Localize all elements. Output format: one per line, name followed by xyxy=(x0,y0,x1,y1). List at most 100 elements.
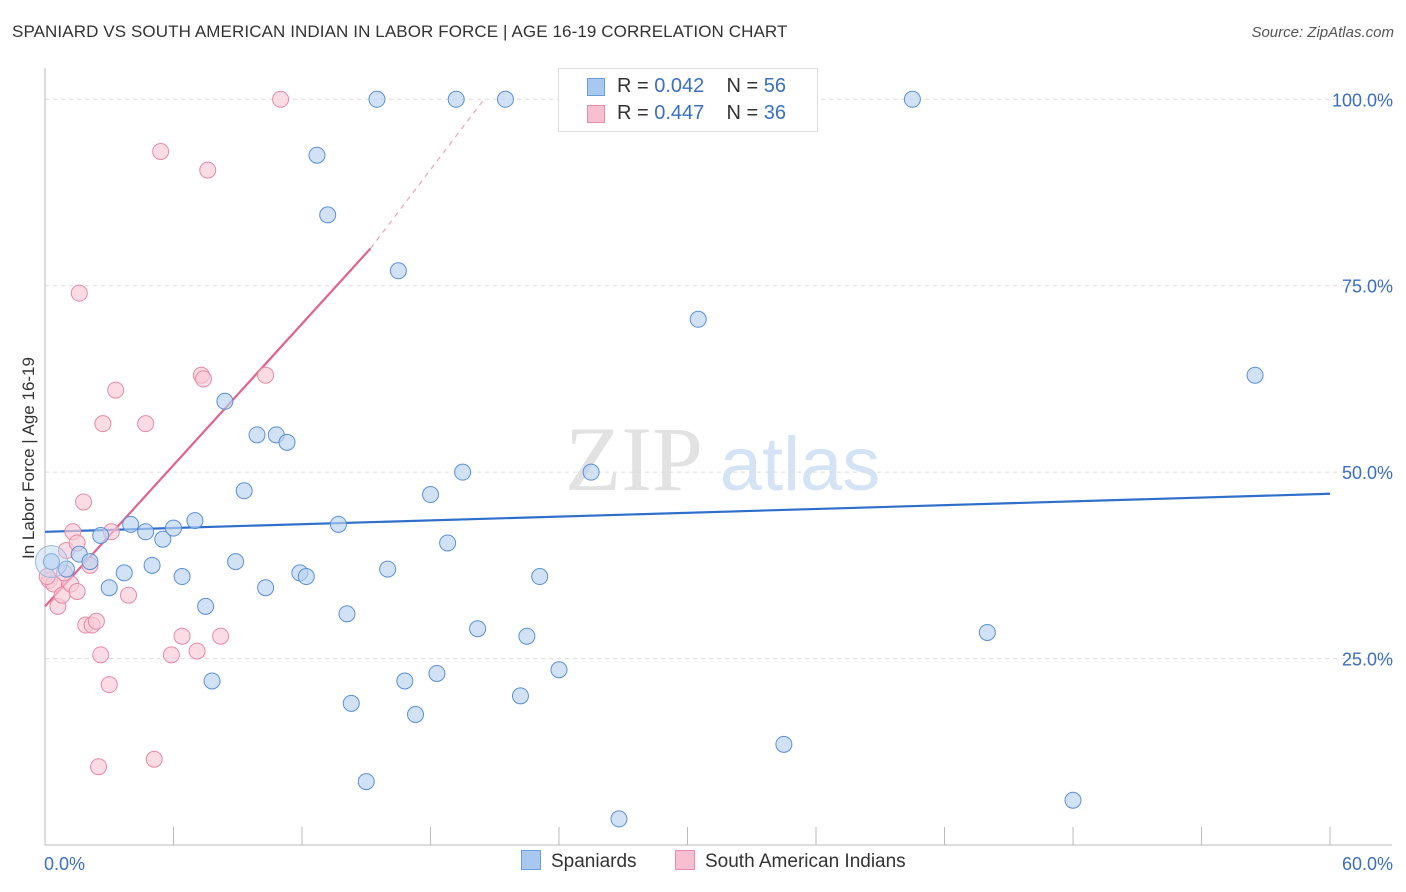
point-south-american-indians-30 xyxy=(199,161,217,179)
grid-lines xyxy=(45,98,1392,660)
point-south-american-indians-16 xyxy=(92,646,110,664)
point-spaniards-8 xyxy=(137,523,155,541)
bottom-legend-south-american-indians: South American Indians xyxy=(675,850,906,873)
bottom-legend-swatch-spaniards xyxy=(521,850,541,870)
point-spaniards-38 xyxy=(439,534,457,552)
y-tick-label-75: 75.0% xyxy=(1342,277,1393,297)
point-spaniards-14 xyxy=(197,597,215,615)
axes xyxy=(44,68,1392,846)
point-spaniards-0 xyxy=(42,553,60,571)
legend-r-label: R = xyxy=(617,75,655,97)
point-spaniards-30 xyxy=(357,773,375,791)
bottom-legend-spaniards: Spaniards xyxy=(521,850,637,873)
y-tick-label-100: 100.0% xyxy=(1332,90,1393,110)
point-south-american-indians-14 xyxy=(87,612,105,630)
point-spaniards-46 xyxy=(550,661,568,679)
point-spaniards-53 xyxy=(1064,791,1082,809)
point-spaniards-32 xyxy=(379,560,397,578)
y-tick-label-50: 50.0% xyxy=(1342,463,1393,483)
point-spaniards-52 xyxy=(978,623,996,641)
point-spaniards-4 xyxy=(92,527,110,545)
point-spaniards-36 xyxy=(422,486,439,504)
point-spaniards-7 xyxy=(122,515,140,533)
point-cluster xyxy=(34,545,68,579)
point-spaniards-16 xyxy=(216,392,234,410)
chart-source: Source: ZipAtlas.com xyxy=(1251,24,1394,41)
legend-n-value: 36 xyxy=(763,102,787,124)
y-tick-label-25: 25.0% xyxy=(1342,650,1393,670)
correlation-legend: R = 0.042 N = 56 R = 0.447 N = 36 xyxy=(558,68,818,132)
point-south-american-indians-18 xyxy=(100,676,118,694)
point-spaniards-43 xyxy=(511,687,529,705)
legend-r-value: 0.042 xyxy=(654,75,705,97)
point-south-american-indians-33 xyxy=(272,90,290,108)
legend-n-label: N = xyxy=(726,102,764,124)
point-spaniards-49 xyxy=(689,310,707,328)
point-spaniards-45 xyxy=(531,568,549,586)
point-south-american-indians-27 xyxy=(188,642,206,660)
point-spaniards-20 xyxy=(257,579,275,597)
point-spaniards-34 xyxy=(396,672,414,690)
point-south-american-indians-20 xyxy=(107,381,125,399)
legend-r-label: R = xyxy=(617,102,655,124)
point-spaniards-13 xyxy=(186,512,204,530)
point-spaniards-39 xyxy=(447,90,465,108)
point-spaniards-26 xyxy=(319,206,337,224)
watermark-atlas: atlas xyxy=(720,422,881,507)
x-tick-label-60: 60.0% xyxy=(1342,854,1393,874)
bottom-legend-swatch-south-american-indians xyxy=(675,850,695,870)
point-spaniards-54 xyxy=(1246,366,1264,384)
point-spaniards-10 xyxy=(154,530,172,548)
point-spaniards-27 xyxy=(329,515,347,533)
point-south-american-indians-15 xyxy=(90,758,108,776)
legend-swatch-south-american-indians xyxy=(587,105,605,123)
trend-lines xyxy=(44,98,1331,608)
point-south-american-indians-31 xyxy=(212,627,230,645)
point-spaniards-31 xyxy=(368,90,386,108)
watermark: ZIP atlas xyxy=(565,408,880,510)
point-spaniards-37 xyxy=(428,664,446,682)
point-spaniards-19 xyxy=(248,426,266,444)
point-spaniards-50 xyxy=(775,735,793,753)
point-south-american-indians-9 xyxy=(70,284,88,302)
point-spaniards-5 xyxy=(100,579,118,597)
point-spaniards-41 xyxy=(469,620,487,638)
point-spaniards-28 xyxy=(338,605,356,623)
point-spaniards-3 xyxy=(81,553,99,571)
legend-r-value: 0.447 xyxy=(654,102,705,124)
point-spaniards-24 xyxy=(297,568,315,586)
legend-swatch-spaniards xyxy=(587,78,605,96)
point-south-american-indians-24 xyxy=(152,142,170,160)
point-spaniards-44 xyxy=(518,627,536,645)
data-points xyxy=(34,90,1264,828)
point-spaniards-12 xyxy=(173,568,191,586)
point-south-american-indians-26 xyxy=(173,627,191,645)
point-south-american-indians-23 xyxy=(145,750,163,768)
point-south-american-indians-10 xyxy=(75,493,93,511)
point-spaniards-25 xyxy=(308,146,326,164)
trend-line-spaniards xyxy=(44,492,1331,533)
point-spaniards-15 xyxy=(203,672,221,690)
trend-line-south-american-indians xyxy=(44,247,372,608)
chart-title: SPANIARD VS SOUTH AMERICAN INDIAN IN LAB… xyxy=(12,22,788,41)
point-spaniards-11 xyxy=(165,519,182,537)
point-south-american-indians-25 xyxy=(162,646,180,664)
point-spaniards-35 xyxy=(407,706,425,723)
legend-n-value: 56 xyxy=(763,75,787,97)
point-spaniards-22 xyxy=(278,433,296,451)
point-spaniards-29 xyxy=(342,694,360,712)
legend-n-label: N = xyxy=(726,75,764,97)
point-spaniards-42 xyxy=(496,90,514,108)
point-south-american-indians-29 xyxy=(194,370,212,388)
y-axis-label: In Labor Force | Age 16-19 xyxy=(19,357,38,559)
point-spaniards-33 xyxy=(389,262,407,280)
point-spaniards-9 xyxy=(143,556,161,574)
point-spaniards-6 xyxy=(115,564,133,582)
point-spaniards-47 xyxy=(582,463,600,481)
point-spaniards-17 xyxy=(227,553,245,571)
bottom-legend-label: Spaniards xyxy=(551,851,637,872)
point-spaniards-51 xyxy=(903,90,921,108)
point-south-american-indians-8 xyxy=(68,582,86,600)
bottom-legend-label: South American Indians xyxy=(705,851,906,872)
